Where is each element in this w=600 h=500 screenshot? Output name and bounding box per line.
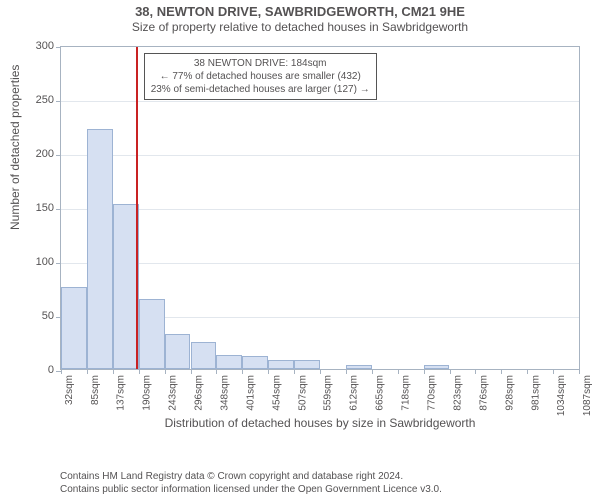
x-tick-label: 981sqm — [530, 375, 541, 411]
x-tick — [216, 369, 217, 374]
x-tick — [268, 369, 269, 374]
x-tick-label: 190sqm — [142, 375, 153, 411]
marker-line — [136, 47, 138, 369]
x-tick — [139, 369, 140, 374]
x-tick-label: 243sqm — [168, 375, 179, 411]
annotation-box: 38 NEWTON DRIVE: 184sqm← 77% of detached… — [144, 53, 377, 100]
x-tick-label: 718sqm — [401, 375, 412, 411]
x-tick-label: 559sqm — [323, 375, 334, 411]
x-tick-label: 32sqm — [64, 375, 75, 405]
x-tick-label: 296sqm — [194, 375, 205, 411]
x-tick — [191, 369, 192, 374]
x-tick-label: 770sqm — [427, 375, 438, 411]
histogram-bar — [139, 299, 165, 369]
x-tick — [398, 369, 399, 374]
y-tick-label: 200 — [36, 148, 54, 160]
x-tick-label: 928sqm — [504, 375, 515, 411]
x-tick — [61, 369, 62, 374]
y-tick — [56, 209, 61, 210]
footer-line-1: Contains HM Land Registry data © Crown c… — [60, 470, 442, 483]
anno-line-3: 23% of semi-detached houses are larger (… — [151, 83, 370, 96]
x-tick — [165, 369, 166, 374]
x-tick — [87, 369, 88, 374]
y-tick-label: 150 — [36, 202, 54, 214]
x-tick-label: 665sqm — [375, 375, 386, 411]
page-title: 38, NEWTON DRIVE, SAWBRIDGEWORTH, CM21 9… — [0, 0, 600, 19]
histogram-bar — [294, 360, 320, 369]
histogram-bar — [242, 356, 268, 369]
x-tick-label: 137sqm — [116, 375, 127, 411]
y-tick — [56, 317, 61, 318]
x-tick-label: 401sqm — [245, 375, 256, 411]
y-tick — [56, 155, 61, 156]
anno-line-2: ← 77% of detached houses are smaller (43… — [151, 70, 370, 83]
histogram-bar — [61, 287, 87, 369]
y-tick — [56, 101, 61, 102]
histogram-bar — [191, 342, 217, 369]
x-tick — [346, 369, 347, 374]
chart: 38 NEWTON DRIVE: 184sqm← 77% of detached… — [60, 46, 580, 424]
x-tick — [320, 369, 321, 374]
x-tick-label: 1034sqm — [556, 375, 567, 416]
footer-line-2: Contains public sector information licen… — [60, 483, 442, 496]
x-tick — [553, 369, 554, 374]
histogram-bar — [346, 365, 372, 369]
x-tick — [242, 369, 243, 374]
x-tick-label: 507sqm — [297, 375, 308, 411]
y-tick-label: 300 — [36, 40, 54, 52]
page-subtitle: Size of property relative to detached ho… — [0, 19, 600, 36]
plot-area: 38 NEWTON DRIVE: 184sqm← 77% of detached… — [60, 46, 580, 370]
y-axis-label: Number of detached properties — [8, 65, 22, 230]
histogram-bar — [87, 129, 113, 369]
x-tick — [475, 369, 476, 374]
x-tick-label: 612sqm — [349, 375, 360, 411]
histogram-bar — [268, 360, 294, 369]
y-tick-label: 50 — [42, 310, 54, 322]
x-tick — [450, 369, 451, 374]
x-tick — [424, 369, 425, 374]
histogram-bar — [216, 355, 242, 369]
x-tick-label: 876sqm — [478, 375, 489, 411]
x-tick — [294, 369, 295, 374]
x-tick — [501, 369, 502, 374]
histogram-bar — [424, 365, 450, 369]
x-tick-label: 85sqm — [90, 375, 101, 405]
x-tick-label: 348sqm — [219, 375, 230, 411]
y-tick — [56, 47, 61, 48]
y-tick — [56, 263, 61, 264]
x-axis-label: Distribution of detached houses by size … — [60, 416, 580, 430]
y-tick-label: 250 — [36, 94, 54, 106]
x-tick — [372, 369, 373, 374]
x-tick-label: 454sqm — [271, 375, 282, 411]
y-tick-label: 100 — [36, 256, 54, 268]
footer: Contains HM Land Registry data © Crown c… — [60, 470, 442, 496]
x-tick — [527, 369, 528, 374]
x-tick — [579, 369, 580, 374]
x-tick-label: 1087sqm — [582, 375, 593, 416]
histogram-bar — [165, 334, 191, 369]
anno-line-1: 38 NEWTON DRIVE: 184sqm — [151, 57, 370, 70]
y-tick-label: 0 — [48, 364, 54, 376]
x-tick-label: 823sqm — [453, 375, 464, 411]
x-tick — [113, 369, 114, 374]
